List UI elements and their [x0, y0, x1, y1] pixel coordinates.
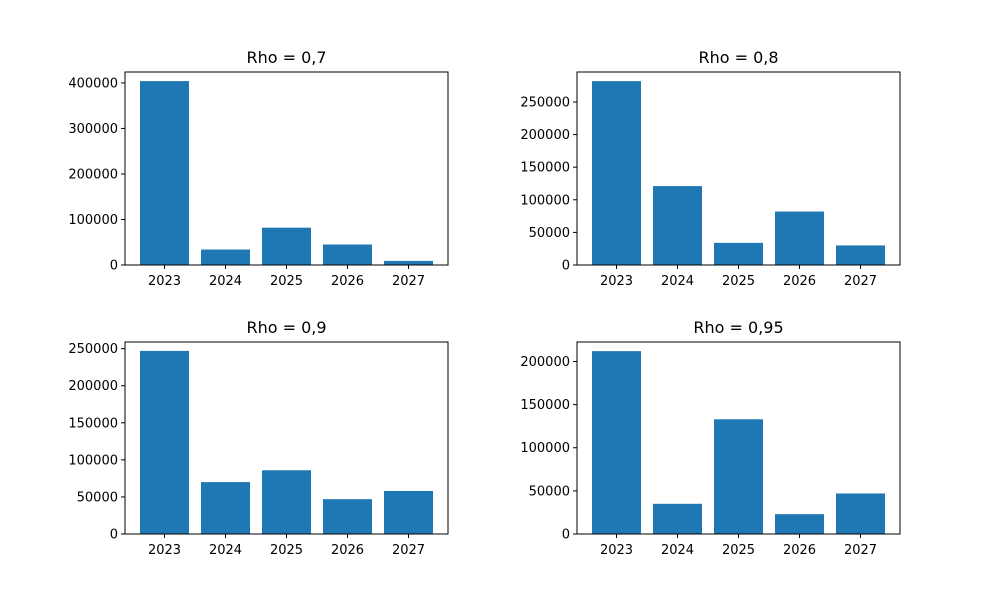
y-tick-label: 0: [110, 528, 118, 543]
y-tick-label: 200000: [520, 128, 570, 143]
x-tick-label: 2025: [722, 543, 755, 558]
bar-2025: [262, 470, 311, 534]
y-tick-label: 100000: [68, 453, 118, 468]
subplot-title: Rho = 0,8: [698, 48, 778, 67]
subplot-title: Rho = 0,95: [693, 318, 783, 337]
y-tick-label: 50000: [529, 484, 570, 499]
bar-2025: [714, 419, 763, 534]
x-tick-label: 2023: [148, 274, 181, 289]
subplot-3: Rho = 0,9 2023 2024 2025 2026 2027 0 50000 10000…: [68, 318, 449, 558]
x-tick-label: 2026: [331, 274, 364, 289]
y-tick-label: 250000: [520, 95, 570, 110]
y-tick-label: 250000: [68, 342, 118, 357]
axes-frame: [124, 341, 449, 535]
bar-2024: [201, 482, 250, 534]
y-tick-label: 100000: [68, 213, 118, 228]
x-tick-label: 2026: [331, 543, 364, 558]
x-tick-label: 2023: [148, 543, 181, 558]
subplot-title: Rho = 0,9: [246, 318, 326, 337]
bar-2025: [714, 242, 763, 265]
subplot-2: Rho = 0,8 2023 2024 2025 2026 2027 0 50000 10000…: [520, 48, 901, 289]
bar-2026: [323, 244, 372, 265]
y-tick-label: 200000: [68, 379, 118, 394]
x-tick-label: 2027: [392, 274, 425, 289]
x-tick-label: 2024: [209, 274, 242, 289]
y-tick-label: 100000: [520, 193, 570, 208]
axes-frame: [124, 71, 449, 266]
x-tick-label: 2023: [600, 543, 633, 558]
y-tick-label: 0: [562, 528, 570, 543]
bar-2024: [201, 249, 250, 265]
bar-2027: [836, 493, 885, 534]
bar-2025: [262, 227, 311, 265]
axes-frame: [576, 71, 901, 266]
y-tick-label: 300000: [68, 122, 118, 137]
subplot-title: Rho = 0,7: [246, 48, 326, 67]
y-tick-label: 150000: [68, 416, 118, 431]
y-tick-label: 400000: [68, 76, 118, 91]
x-tick-label: 2024: [661, 274, 694, 289]
x-tick-label: 2027: [844, 274, 877, 289]
bar-2023: [140, 81, 189, 265]
bar-2026: [775, 514, 824, 534]
y-tick-label: 200000: [68, 167, 118, 182]
x-tick-label: 2023: [600, 274, 633, 289]
x-tick-label: 2026: [783, 274, 816, 289]
bar-2027: [384, 260, 433, 265]
subplot-1: Rho = 0,7 2023 2024 2025 2026 2027 0 100000 2000…: [68, 48, 449, 289]
x-tick-label: 2025: [270, 543, 303, 558]
x-tick-label: 2024: [209, 543, 242, 558]
bar-2024: [653, 186, 702, 265]
bar-2023: [140, 350, 189, 534]
bar-2024: [653, 503, 702, 534]
x-tick-label: 2026: [783, 543, 816, 558]
bar-2027: [384, 491, 433, 534]
y-tick-label: 200000: [520, 355, 570, 370]
x-tick-label: 2027: [392, 543, 425, 558]
subplot-4: Rho = 0,95 2023 2024 2025 2026 2027 0 50000 1000…: [520, 318, 901, 558]
y-tick-label: 150000: [520, 161, 570, 176]
bar-2027: [836, 245, 885, 265]
y-tick-label: 50000: [529, 226, 570, 241]
y-tick-label: 150000: [520, 398, 570, 413]
x-tick-label: 2027: [844, 543, 877, 558]
y-tick-label: 50000: [77, 490, 118, 505]
x-tick-label: 2024: [661, 543, 694, 558]
y-tick-label: 0: [110, 259, 118, 274]
y-tick-label: 100000: [520, 441, 570, 456]
x-tick-label: 2025: [722, 274, 755, 289]
axes-frame: [576, 341, 901, 535]
y-tick-label: 0: [562, 259, 570, 274]
bar-2023: [592, 351, 641, 534]
bar-2026: [775, 211, 824, 265]
bar-2026: [323, 499, 372, 534]
bar-2023: [592, 81, 641, 265]
x-tick-label: 2025: [270, 274, 303, 289]
